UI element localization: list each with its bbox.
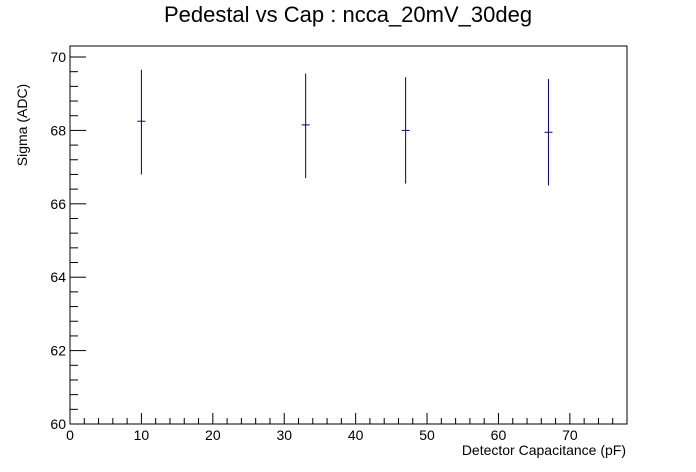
y-tick-label: 68 [50, 122, 66, 138]
y-tick-label: 64 [50, 269, 66, 285]
chart-title: Pedestal vs Cap : ncca_20mV_30deg [163, 2, 533, 27]
x-tick-label: 0 [66, 427, 74, 443]
x-tick-label: 30 [276, 427, 292, 443]
y-tick-label: 70 [50, 49, 66, 65]
plot-frame [69, 45, 628, 425]
y-tick-label: 60 [50, 416, 66, 432]
x-tick-label: 60 [491, 427, 507, 443]
x-tick-label: 40 [348, 427, 364, 443]
x-tick-label: 50 [419, 427, 435, 443]
y-tick-label: 66 [50, 196, 66, 212]
x-tick-label: 70 [562, 427, 578, 443]
x-axis-label: Detector Capacitance (pF) [461, 442, 626, 458]
x-tick-label: 20 [205, 427, 221, 443]
x-tick-label: 10 [134, 427, 150, 443]
y-tick-label: 62 [50, 343, 66, 359]
